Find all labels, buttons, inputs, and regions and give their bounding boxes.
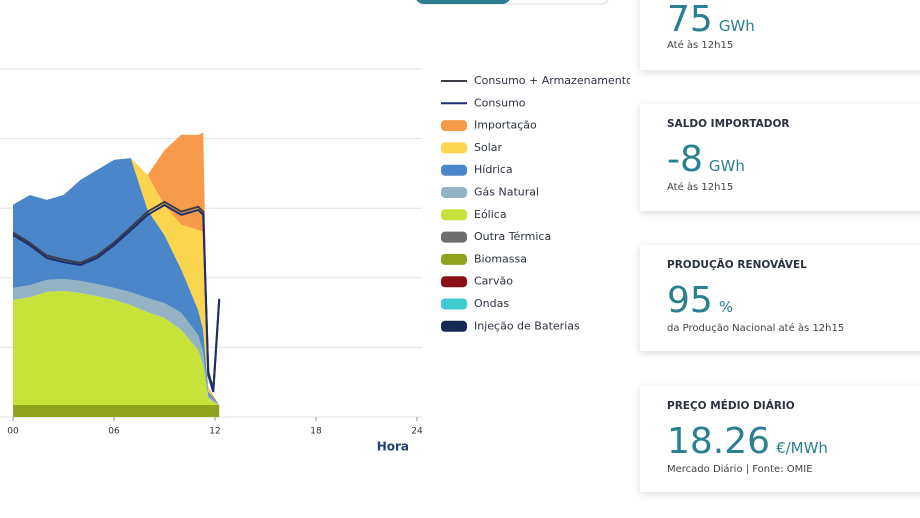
area [13, 158, 220, 405]
value: -8 [667, 139, 703, 180]
legend-label: Outra Térmica [474, 230, 551, 243]
card-title: SALDO IMPORTADOR [667, 118, 790, 130]
legend-label: Ondas [474, 297, 509, 310]
card-note: Mercado Diário | Fonte: OMIE [667, 464, 813, 475]
area [13, 290, 220, 405]
card-value: 75 GWh [667, 2, 755, 44]
legend-swatch [441, 231, 467, 243]
legend-swatch [441, 164, 467, 176]
area [13, 278, 220, 405]
card: PREÇO MÉDIO DIÁRIO 18.26 €/MWh Mercado Di… [640, 386, 920, 492]
unit: GWh [718, 17, 755, 35]
legend-label: Injeção de Baterias [474, 319, 580, 332]
area [13, 132, 220, 405]
legend-label: Hídrica [474, 163, 513, 176]
x-axis-label: Hora [377, 440, 409, 454]
card-note: da Produção Nacional até às 12h15 [667, 323, 845, 334]
card-note: Até às 12h15 [667, 40, 734, 51]
legend-swatch [441, 142, 467, 154]
x-tick-label: 12 [209, 427, 220, 437]
area [13, 158, 220, 405]
legend-label: Solar [474, 141, 503, 154]
legend-label: Carvão [474, 275, 513, 288]
area [13, 404, 220, 417]
legend-swatch [441, 187, 467, 198]
unit: GWh [708, 157, 745, 175]
card: SALDO IMPORTADOR -8 GWh Até às 12h15 [640, 104, 920, 211]
value: 95 [667, 280, 713, 321]
legend-label: Biomassa [474, 252, 527, 265]
card-note: Até às 12h15 [667, 182, 734, 193]
legend-swatch [441, 276, 467, 288]
x-tick-label: 24 [411, 427, 423, 437]
line [12, 203, 221, 393]
toggle-active[interactable] [415, 0, 511, 4]
card: 75 GWh Até às 12h15 [640, 0, 920, 70]
legend-label: Eólica [474, 208, 507, 221]
card-value: 95% [667, 283, 733, 325]
legend-label: Gás Natural [474, 186, 539, 199]
x-tick-label: 06 [108, 427, 120, 437]
unit: €/MWh [776, 439, 828, 457]
card: PRODUÇÃO RENOVÁVEL 95% da Produção Nacio… [640, 245, 920, 351]
legend-label: Consumo + Armazenamento [474, 74, 630, 87]
card-title: PRODUÇÃO RENOVÁVEL [667, 259, 807, 271]
x-tick-label: 18 [310, 427, 322, 437]
legend-label: Consumo [474, 96, 526, 109]
unit: % [718, 298, 734, 316]
value: 18.26 [667, 421, 771, 462]
card-title: PREÇO MÉDIO DIÁRIO [667, 400, 795, 412]
chart: Hora 00 06 12 18 24 Consumo + Armazenamento Co… [0, 0, 630, 454]
card-value: -8 GWh [667, 142, 745, 184]
card-value: 18.26 €/MWh [667, 424, 828, 466]
legend-swatch [441, 209, 467, 221]
legend-label: Importação [474, 119, 537, 132]
legend-swatch [441, 298, 467, 310]
legend-swatch [441, 320, 467, 332]
legend-swatch [441, 120, 467, 132]
value: 75 [667, 0, 713, 40]
legend-swatch [441, 253, 467, 265]
x-tick-label: 00 [7, 427, 19, 437]
